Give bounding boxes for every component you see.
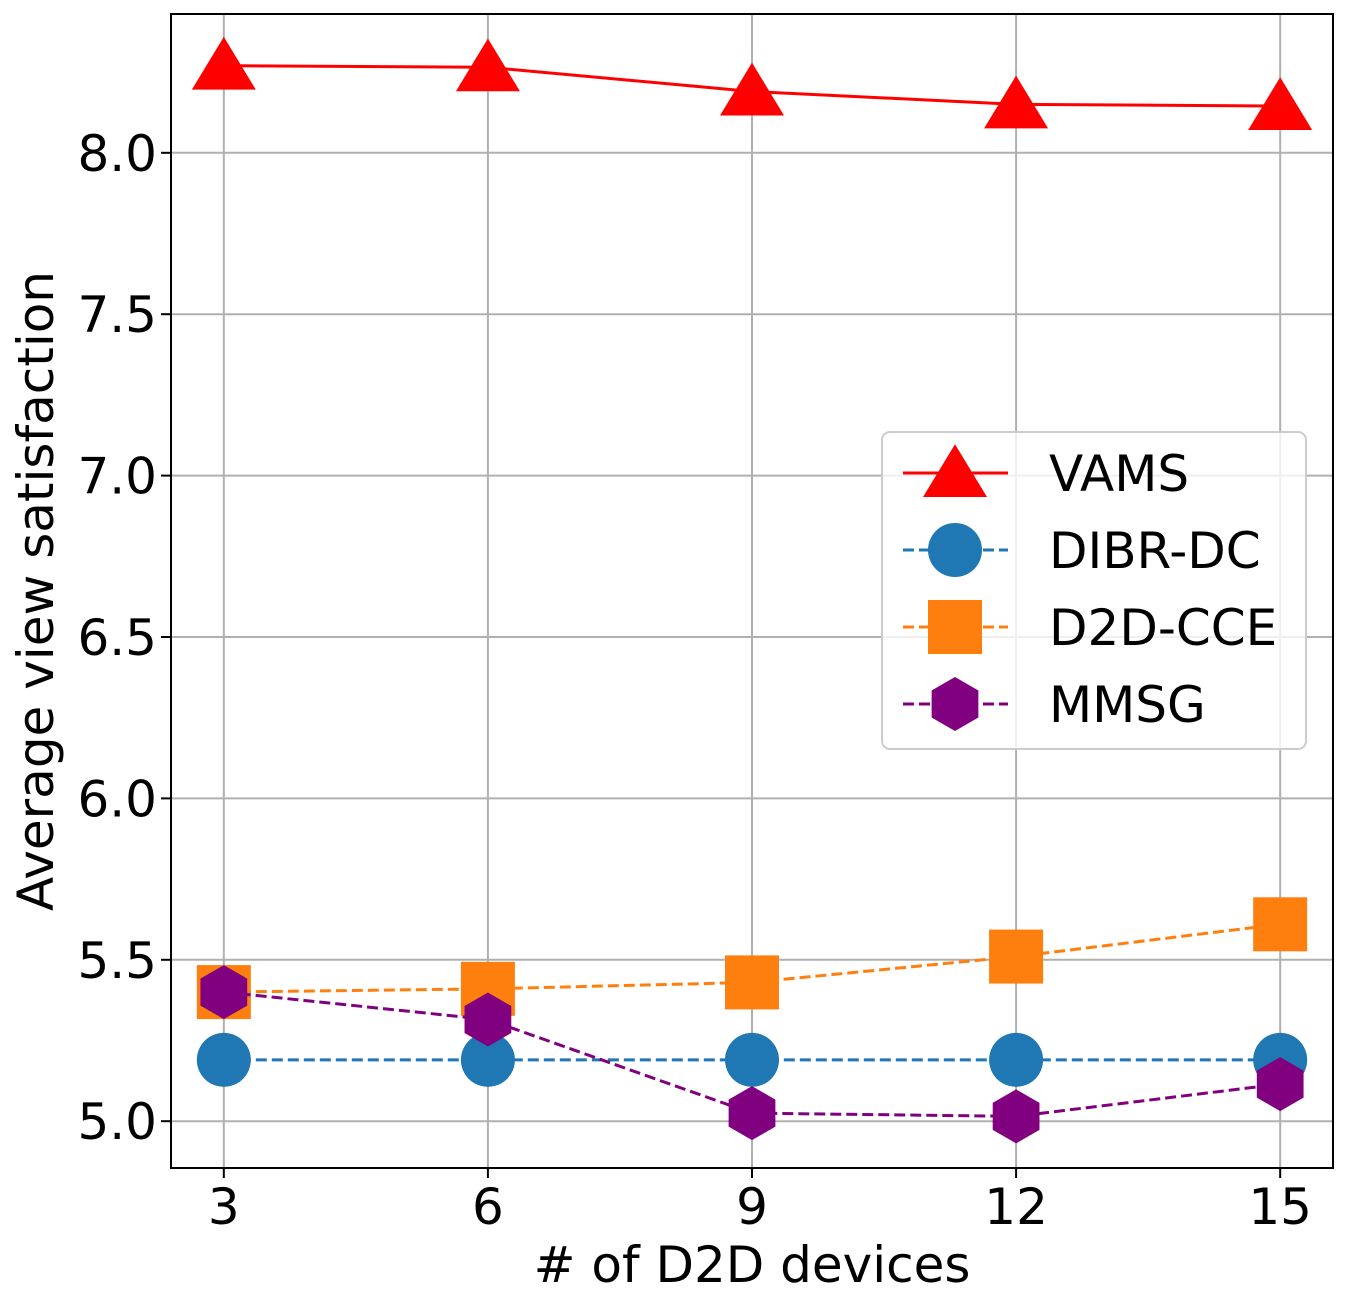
data-point bbox=[1253, 897, 1308, 952]
ticks: 3 6 9 12 15 5.0 5.5 6.0 6.5 7.0 7.5 8.0 bbox=[77, 125, 1312, 1236]
y-tick-label: 7.5 bbox=[77, 286, 157, 344]
legend-label: VAMS bbox=[1049, 445, 1189, 503]
data-point bbox=[989, 929, 1044, 984]
series-dibr-dc bbox=[196, 1032, 1308, 1087]
y-tick-label: 6.0 bbox=[77, 770, 157, 828]
y-axis-label: Average view satisfaction bbox=[7, 271, 65, 911]
y-tick-label: 7.0 bbox=[77, 448, 157, 506]
legend-label: DIBR-DC bbox=[1049, 522, 1261, 580]
data-point bbox=[464, 992, 512, 1047]
legend-item: D2D-CCE bbox=[903, 599, 1277, 657]
legend-item: DIBR-DC bbox=[903, 522, 1261, 580]
legend-item: MMSG bbox=[903, 676, 1206, 734]
y-tick-label: 5.0 bbox=[77, 1093, 157, 1151]
data-point bbox=[196, 1032, 251, 1087]
data-point bbox=[992, 1089, 1040, 1144]
legend-marker bbox=[931, 677, 979, 731]
legend-label: MMSG bbox=[1049, 676, 1206, 734]
data-point bbox=[200, 965, 248, 1020]
data-point bbox=[460, 1032, 515, 1087]
series-vams bbox=[191, 36, 1313, 130]
x-axis-label: # of D2D devices bbox=[534, 1236, 971, 1294]
y-tick-label: 8.0 bbox=[77, 125, 157, 183]
data-point bbox=[989, 1032, 1044, 1087]
legend-label: D2D-CCE bbox=[1049, 599, 1277, 657]
data-point bbox=[455, 38, 520, 92]
data-point bbox=[984, 75, 1049, 129]
y-tick-label: 5.5 bbox=[77, 932, 157, 990]
legend-marker bbox=[928, 600, 982, 654]
x-tick-label: 15 bbox=[1248, 1178, 1312, 1236]
legend-box bbox=[881, 431, 1307, 750]
data-point bbox=[1248, 77, 1313, 130]
x-tick-label: 12 bbox=[984, 1178, 1048, 1236]
legend: VAMS DIBR-DC D2D-CCE MMSG bbox=[881, 431, 1307, 750]
series-layer bbox=[191, 36, 1313, 1144]
series-mmsg bbox=[200, 965, 1304, 1144]
data-point bbox=[720, 62, 784, 116]
x-tick-label: 6 bbox=[472, 1178, 504, 1236]
y-tick-label: 6.5 bbox=[77, 609, 157, 667]
data-point bbox=[1256, 1057, 1304, 1112]
data-point bbox=[728, 1086, 776, 1141]
data-point bbox=[725, 1032, 779, 1087]
data-point bbox=[725, 955, 779, 1010]
legend-item: VAMS bbox=[903, 444, 1189, 503]
legend-marker bbox=[923, 444, 987, 497]
data-point bbox=[191, 36, 256, 90]
x-tick-label: 9 bbox=[736, 1178, 768, 1236]
legend-marker bbox=[928, 523, 982, 577]
x-tick-label: 3 bbox=[208, 1178, 240, 1236]
